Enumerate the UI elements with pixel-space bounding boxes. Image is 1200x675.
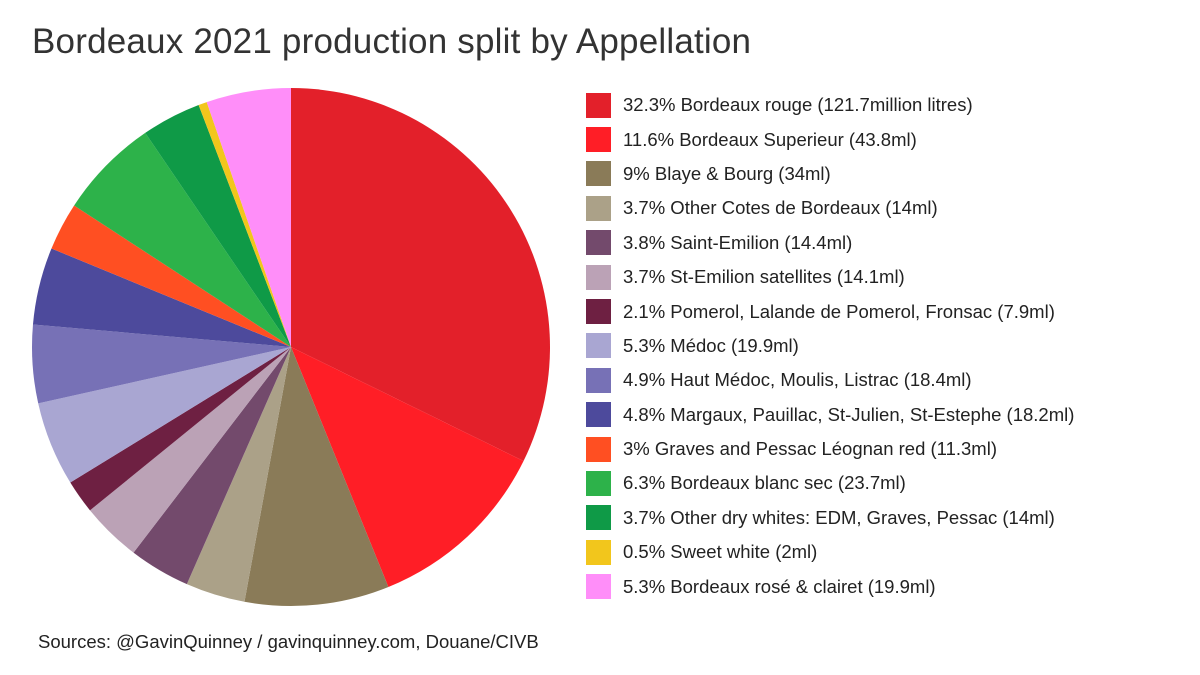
pie-slice-14 [198, 102, 291, 347]
chart-title: Bordeaux 2021 production split by Appell… [32, 22, 752, 61]
legend: 32.3% Bordeaux rouge (121.7million litre… [586, 88, 1074, 604]
pie-slice-7 [70, 347, 291, 511]
legend-item-10: 4.8% Margaux, Pauillac, St-Julien, St-Es… [586, 398, 1074, 432]
pie-slice-12 [74, 132, 291, 347]
pie-slice-1 [291, 88, 550, 462]
legend-label: 9% Blaye & Bourg (34ml) [623, 162, 831, 184]
legend-item-9: 4.9% Haut Médoc, Moulis, Listrac (18.4ml… [586, 363, 1074, 397]
legend-swatch [586, 436, 611, 462]
source-note: Sources: @GavinQuinney / gavinquinney.co… [38, 631, 539, 652]
legend-swatch [586, 539, 611, 565]
pie-slice-5 [133, 347, 291, 585]
legend-label: 11.6% Bordeaux Superieur (43.8ml) [623, 128, 917, 150]
legend-label: 4.8% Margaux, Pauillac, St-Julien, St-Es… [623, 403, 1075, 425]
legend-swatch [586, 505, 611, 531]
legend-item-14: 0.5% Sweet white (2ml) [586, 535, 1074, 569]
legend-label: 5.3% Médoc (19.9ml) [623, 334, 799, 356]
legend-label: 3% Graves and Pessac Léognan red (11.3ml… [623, 438, 997, 460]
legend-swatch [586, 402, 611, 428]
legend-item-7: 2.1% Pomerol, Lalande de Pomerol, Fronsa… [586, 294, 1074, 328]
legend-swatch [586, 264, 611, 290]
legend-item-2: 11.6% Bordeaux Superieur (43.8ml) [586, 122, 1074, 156]
pie-slice-8 [38, 347, 292, 483]
pie-chart [32, 88, 550, 606]
legend-item-11: 3% Graves and Pessac Léognan red (11.3ml… [586, 432, 1074, 466]
legend-label: 6.3% Bordeaux blanc sec (23.7ml) [623, 472, 906, 494]
pie-slice-3 [244, 347, 389, 606]
legend-swatch [586, 92, 611, 118]
pie-slice-4 [186, 347, 291, 602]
legend-item-3: 9% Blaye & Bourg (34ml) [586, 157, 1074, 191]
legend-swatch [586, 299, 611, 325]
legend-label: 3.7% Other dry whites: EDM, Graves, Pess… [623, 506, 1055, 528]
legend-swatch [586, 367, 611, 393]
legend-label: 5.3% Bordeaux rosé & clairet (19.9ml) [623, 575, 936, 597]
legend-label: 4.9% Haut Médoc, Moulis, Listrac (18.4ml… [623, 369, 972, 391]
legend-item-5: 3.8% Saint-Emilion (14.4ml) [586, 226, 1074, 260]
pie-slice-6 [89, 347, 291, 553]
legend-label: 3.7% St-Emilion satellites (14.1ml) [623, 266, 905, 288]
legend-item-8: 5.3% Médoc (19.9ml) [586, 329, 1074, 363]
legend-swatch [586, 127, 611, 153]
legend-item-1: 32.3% Bordeaux rouge (121.7million litre… [586, 88, 1074, 122]
legend-item-4: 3.7% Other Cotes de Bordeaux (14ml) [586, 191, 1074, 225]
legend-swatch [586, 230, 611, 256]
legend-item-15: 5.3% Bordeaux rosé & clairet (19.9ml) [586, 569, 1074, 603]
pie-slice-10 [32, 248, 291, 347]
pie-slice-2 [291, 347, 524, 587]
legend-label: 0.5% Sweet white (2ml) [623, 541, 818, 563]
legend-swatch [586, 470, 611, 496]
legend-label: 2.1% Pomerol, Lalande de Pomerol, Fronsa… [623, 300, 1055, 322]
legend-item-12: 6.3% Bordeaux blanc sec (23.7ml) [586, 466, 1074, 500]
pie-slice-15 [206, 88, 291, 347]
legend-label: 32.3% Bordeaux rouge (121.7million litre… [623, 94, 973, 116]
legend-item-13: 3.7% Other dry whites: EDM, Graves, Pess… [586, 501, 1074, 535]
legend-swatch [586, 195, 611, 221]
legend-swatch [586, 161, 611, 187]
legend-swatch [586, 333, 611, 359]
legend-item-6: 3.7% St-Emilion satellites (14.1ml) [586, 260, 1074, 294]
pie-slice-13 [145, 105, 291, 347]
pie-slice-9 [32, 324, 292, 404]
legend-label: 3.7% Other Cotes de Bordeaux (14ml) [623, 197, 938, 219]
pie-slice-11 [51, 205, 292, 347]
legend-swatch [586, 574, 611, 600]
legend-label: 3.8% Saint-Emilion (14.4ml) [623, 231, 853, 253]
